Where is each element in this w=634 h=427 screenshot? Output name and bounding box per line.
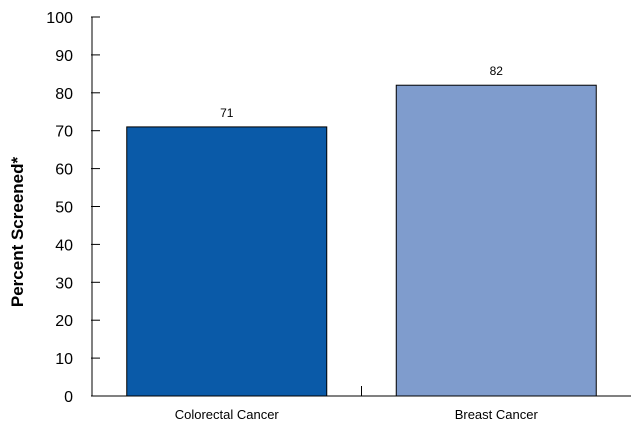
bar-colorectal-cancer (126, 126, 328, 397)
data-label: 82 (490, 64, 504, 78)
y-axis-label: Percent Screened* (8, 156, 27, 307)
data-labels: 71 82 (220, 64, 503, 120)
y-tick-label: 50 (55, 200, 73, 217)
y-tick-label: 0 (64, 389, 73, 406)
y-tick-label: 40 (55, 237, 73, 254)
y-tick-label: 90 (55, 48, 73, 65)
y-tick-label: 80 (55, 86, 73, 103)
bar-breast-cancer (395, 84, 597, 397)
y-tick-label: 10 (55, 351, 73, 368)
x-category-label: Colorectal Cancer (175, 407, 280, 422)
y-tick-label: 60 (55, 162, 73, 179)
y-tick-label: 100 (46, 10, 73, 27)
y-tick-label: 20 (55, 313, 73, 330)
data-label: 71 (220, 106, 234, 120)
category-labels: Colorectal Cancer Breast Cancer (175, 386, 539, 422)
x-category-label: Breast Cancer (455, 407, 539, 422)
y-tick-label: 70 (55, 124, 73, 141)
bars (126, 84, 597, 397)
y-tick-label: 30 (55, 275, 73, 292)
